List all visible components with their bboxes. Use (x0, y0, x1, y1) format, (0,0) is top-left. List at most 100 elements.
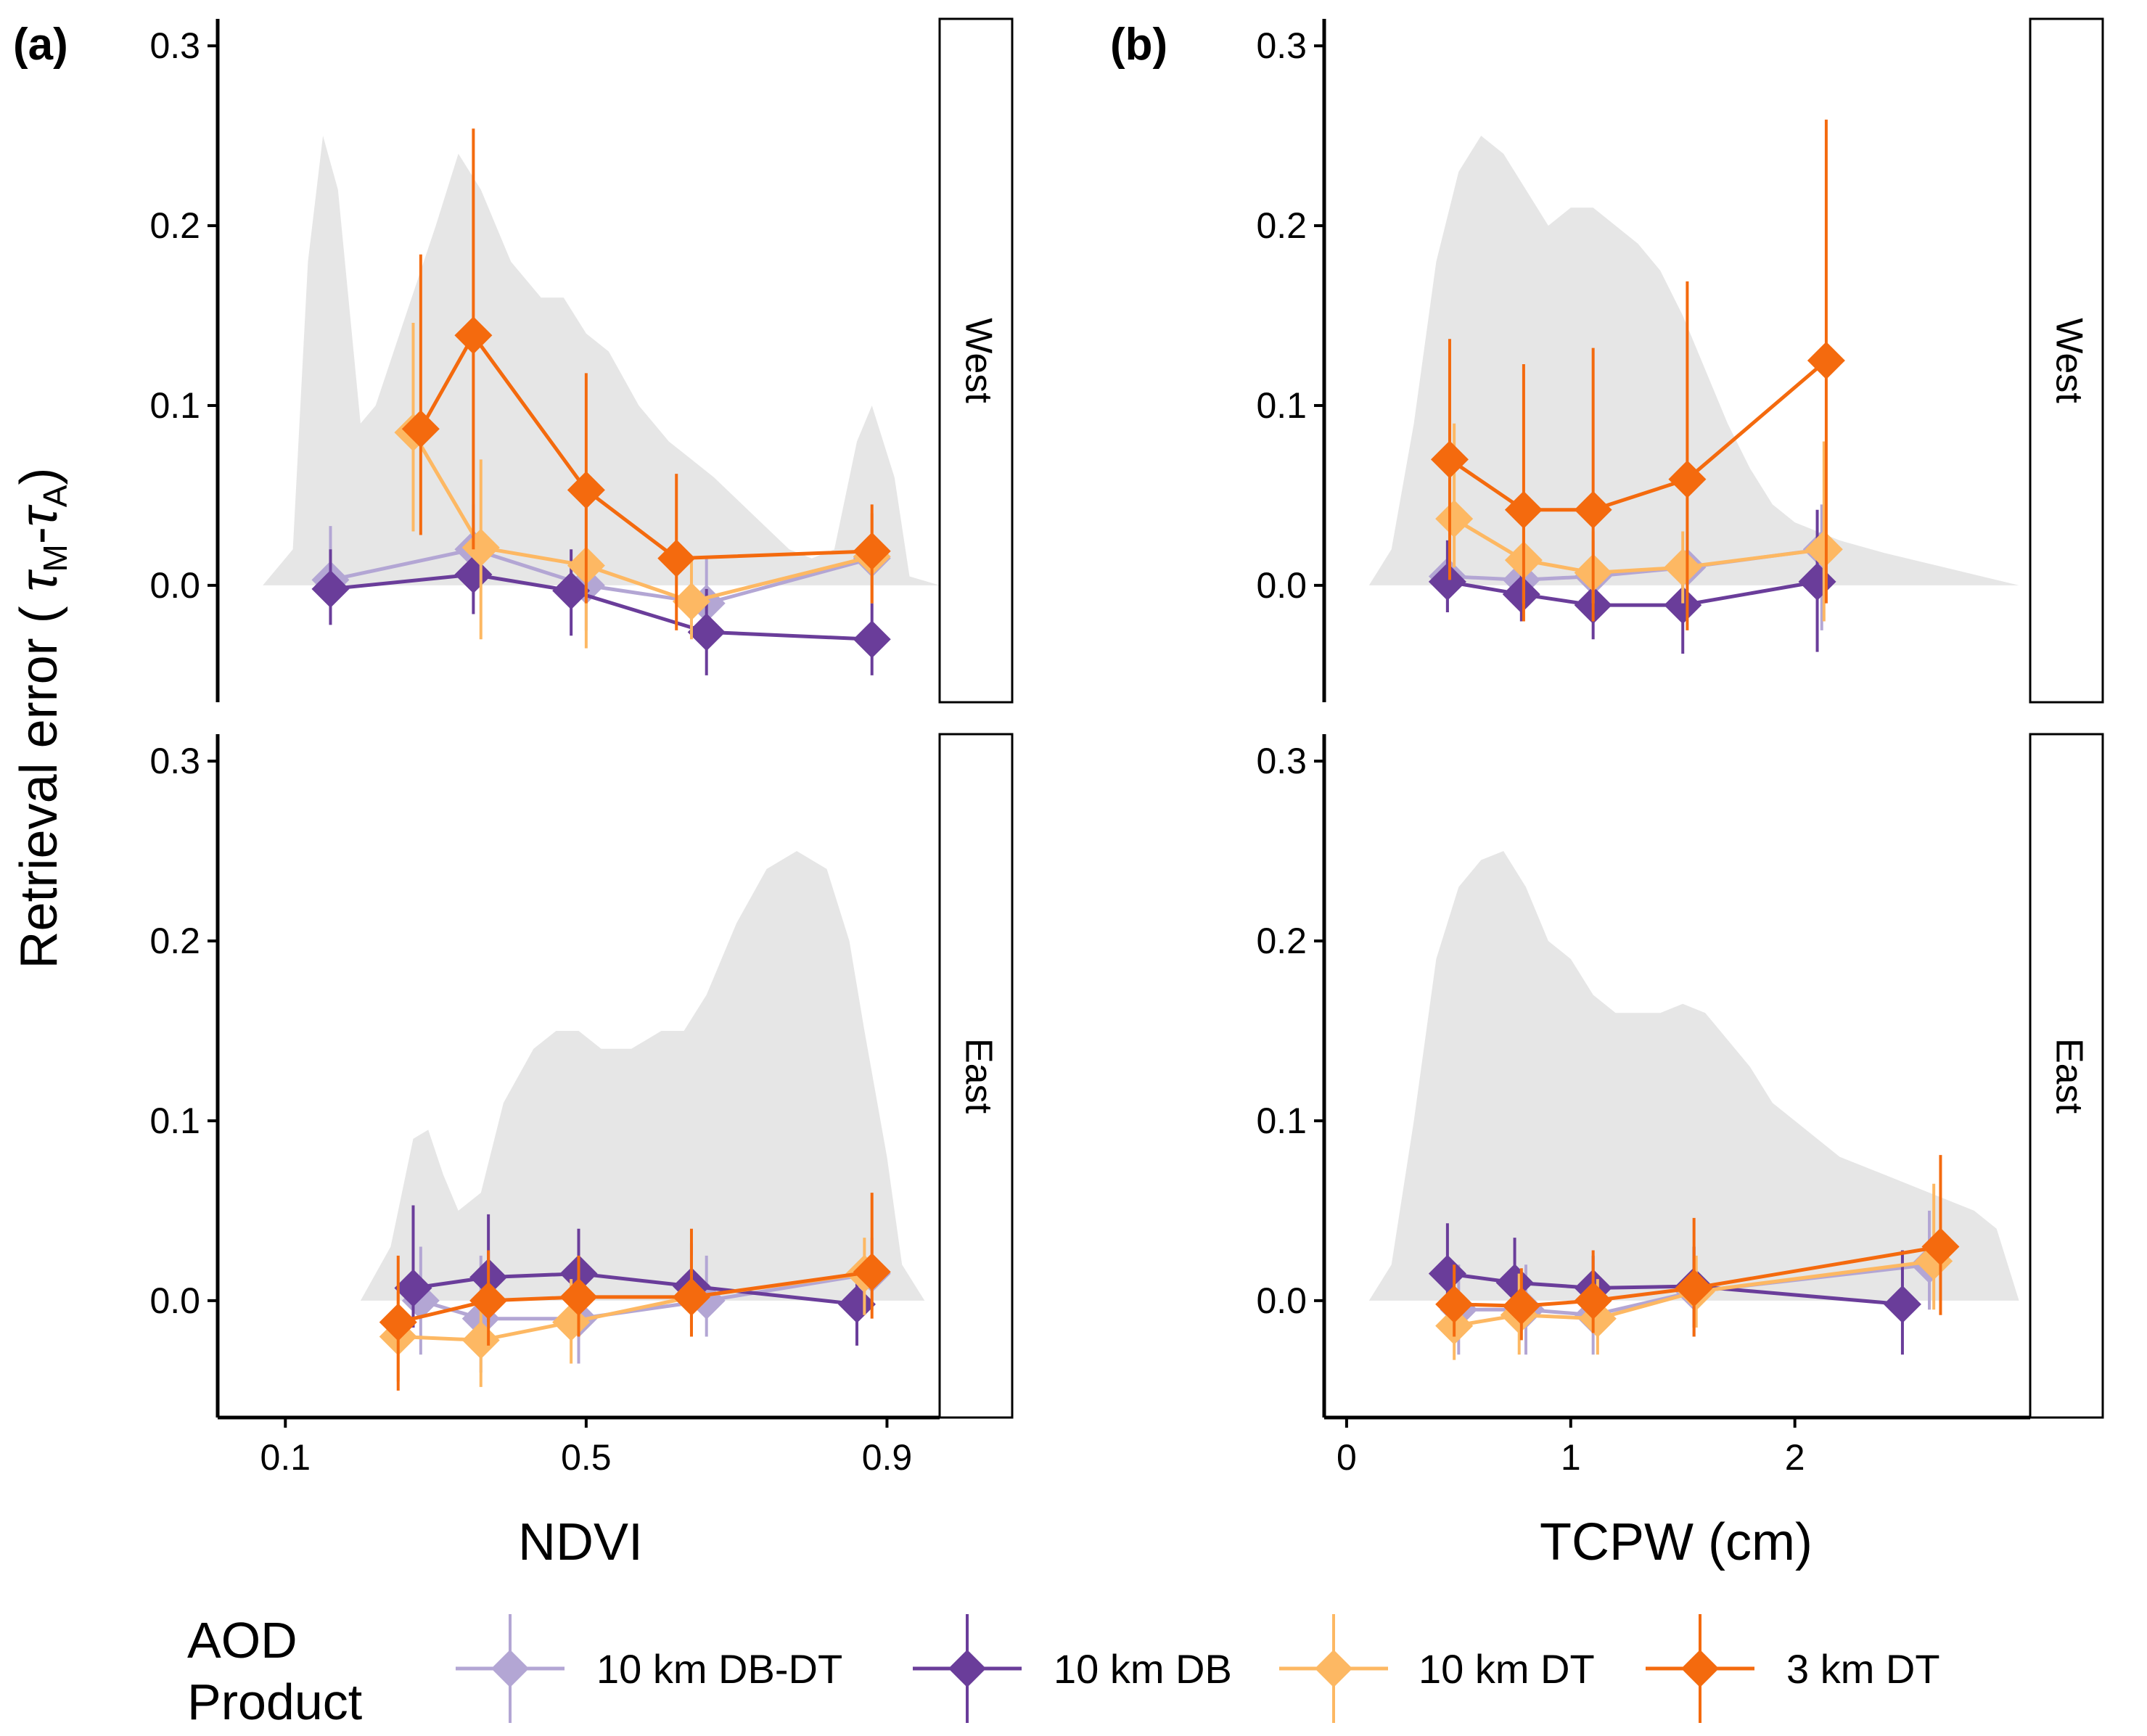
strip-b-east-label: East (2048, 1038, 2090, 1114)
point-b-west-3-0 (1435, 500, 1474, 538)
legend-label-2: 10 km DB (1054, 1646, 1232, 1692)
point-b-west-3-4 (1805, 530, 1843, 569)
legend-label-1: 10 km DB-DT (596, 1646, 842, 1692)
y-tick-label-b-east-3: 0.3 (1256, 741, 1307, 781)
y-tick-label-a-west-1: 0.1 (149, 385, 200, 426)
y-axis-title-close: ) (10, 468, 68, 485)
y-tick-label-b-west-0: 0.0 (1256, 565, 1307, 606)
legend-label-3: 10 km DT (1419, 1646, 1595, 1692)
density-area-a-east (218, 851, 940, 1301)
point-b-west-2-0 (1428, 562, 1466, 601)
point-b-east-4-4 (1921, 1227, 1960, 1266)
y-axis-title-dash: - (10, 527, 68, 544)
point-b-east-4-2 (1574, 1281, 1612, 1320)
y-tick-label-a-west-0: 0.0 (149, 565, 200, 606)
y-axis-title-tau-m: τ (10, 569, 68, 591)
point-b-west-4-1 (1504, 490, 1543, 529)
point-b-east-2-0 (1428, 1254, 1466, 1293)
strip-a-west-label: West (957, 318, 999, 403)
point-b-west-4-3 (1668, 460, 1707, 498)
legend-key-2 (913, 1614, 1022, 1723)
series-b-west-4 (1430, 119, 1845, 630)
y-tick-label-a-west-2: 0.2 (149, 205, 200, 246)
legend-key-3 (1279, 1614, 1388, 1723)
panel-letter-b: (b) (1110, 20, 1167, 70)
point-b-west-3-3 (1664, 548, 1702, 587)
density-area-a-west (218, 136, 940, 585)
point-b-west-2-3 (1664, 586, 1702, 625)
density-area-b-east (1324, 851, 2030, 1301)
point-a-west-2-4 (853, 620, 891, 659)
point-a-west-4-0 (401, 410, 440, 448)
strip-a-east (938, 733, 1014, 1419)
point-a-east-4-3 (672, 1278, 710, 1316)
y-axis-title-main: Retrieval error ( (10, 591, 68, 968)
y-tick-label-a-east-3: 0.3 (149, 741, 200, 781)
strip-a-east-label: East (957, 1038, 999, 1114)
x-tick-label-a-0: 0.1 (260, 1437, 311, 1478)
point-b-east-4-0 (1435, 1285, 1474, 1323)
panel-a-west: 0.0 0.1 0.2 0.3 (149, 19, 940, 702)
point-b-west-4-0 (1430, 440, 1469, 479)
x-axis-title-b: TCPW (cm) (1540, 1513, 1813, 1571)
panel-a-east: 0.0 0.1 0.2 0.3 0.1 0.5 0.9 (149, 734, 940, 1478)
x-tick-label-b-0: 0 (1337, 1437, 1357, 1478)
point-a-east-4-2 (559, 1278, 598, 1316)
point-a-west-2-3 (687, 613, 726, 651)
point-a-east-4-0 (379, 1303, 417, 1341)
point-a-west-4-2 (567, 471, 605, 509)
point-b-west-2-1 (1502, 575, 1540, 614)
y-tick-label-b-west-1: 0.1 (1256, 385, 1307, 426)
point-a-west-3-3 (672, 583, 710, 621)
strip-b-west-label: West (2048, 318, 2090, 403)
x-axis-title-a: NDVI (518, 1513, 643, 1571)
y-tick-label-b-east-0: 0.0 (1256, 1280, 1307, 1321)
strip-a-west (938, 17, 1014, 704)
series-a-west-2 (311, 531, 891, 675)
y-tick-label-b-east-1: 0.1 (1256, 1101, 1307, 1141)
density-area-b-west (1324, 136, 2030, 585)
x-tick-label-a-1: 0.5 (561, 1437, 612, 1478)
series-a-east-4 (379, 1193, 891, 1391)
point-a-west-2-0 (311, 569, 350, 608)
legend-title-line1: AOD (187, 1612, 297, 1669)
y-axis-title: Retrieval error ( τM-τA) (10, 468, 74, 969)
strip-b-east (2029, 733, 2104, 1419)
x-tick-label-a-2: 0.9 (862, 1437, 913, 1478)
point-a-east-4-1 (469, 1281, 508, 1320)
y-tick-label-a-east-0: 0.0 (149, 1280, 200, 1321)
point-a-east-3-1 (461, 1321, 500, 1359)
y-tick-label-b-west-3: 0.3 (1256, 25, 1307, 66)
x-tick-label-b-1: 1 (1561, 1437, 1581, 1478)
point-a-west-4-3 (657, 539, 696, 577)
x-tick-label-b-2: 2 (1785, 1437, 1805, 1478)
point-a-east-4-4 (853, 1253, 891, 1291)
point-a-east-2-4 (837, 1285, 876, 1323)
point-a-west-4-4 (853, 532, 891, 570)
panel-letter-a: (a) (13, 20, 68, 70)
point-a-west-4-1 (454, 316, 493, 355)
point-b-east-4-3 (1675, 1269, 1713, 1307)
y-tick-label-b-west-2: 0.2 (1256, 205, 1307, 246)
point-a-west-3-1 (461, 528, 500, 567)
point-a-west-2-1 (454, 555, 493, 593)
y-axis-title-sub-a: A (36, 485, 74, 507)
y-tick-label-a-west-3: 0.3 (149, 25, 200, 66)
y-axis-title-tau-a: τ (10, 504, 68, 527)
legend-key-1 (456, 1614, 565, 1723)
strip-b-west (2029, 17, 2104, 704)
legend-title-line2: Product (187, 1674, 362, 1730)
point-b-east-2-4 (1883, 1285, 1921, 1323)
y-tick-label-a-east-2: 0.2 (149, 921, 200, 961)
point-a-east-2-0 (394, 1269, 432, 1307)
y-axis-title-sub-m: M (36, 544, 74, 572)
legend: AOD Product 10 km DB-DT 10 km DB 10 km D… (187, 1612, 1940, 1730)
legend-label-4: 3 km DT (1786, 1646, 1940, 1692)
point-b-west-4-4 (1807, 342, 1845, 379)
series-b-east-4 (1435, 1155, 1960, 1341)
y-tick-label-a-east-1: 0.1 (149, 1101, 200, 1141)
point-a-west-2-2 (552, 572, 591, 610)
panel-b-west: 0.0 0.1 0.2 0.3 (1256, 19, 2030, 702)
point-b-west-4-2 (1574, 490, 1612, 529)
